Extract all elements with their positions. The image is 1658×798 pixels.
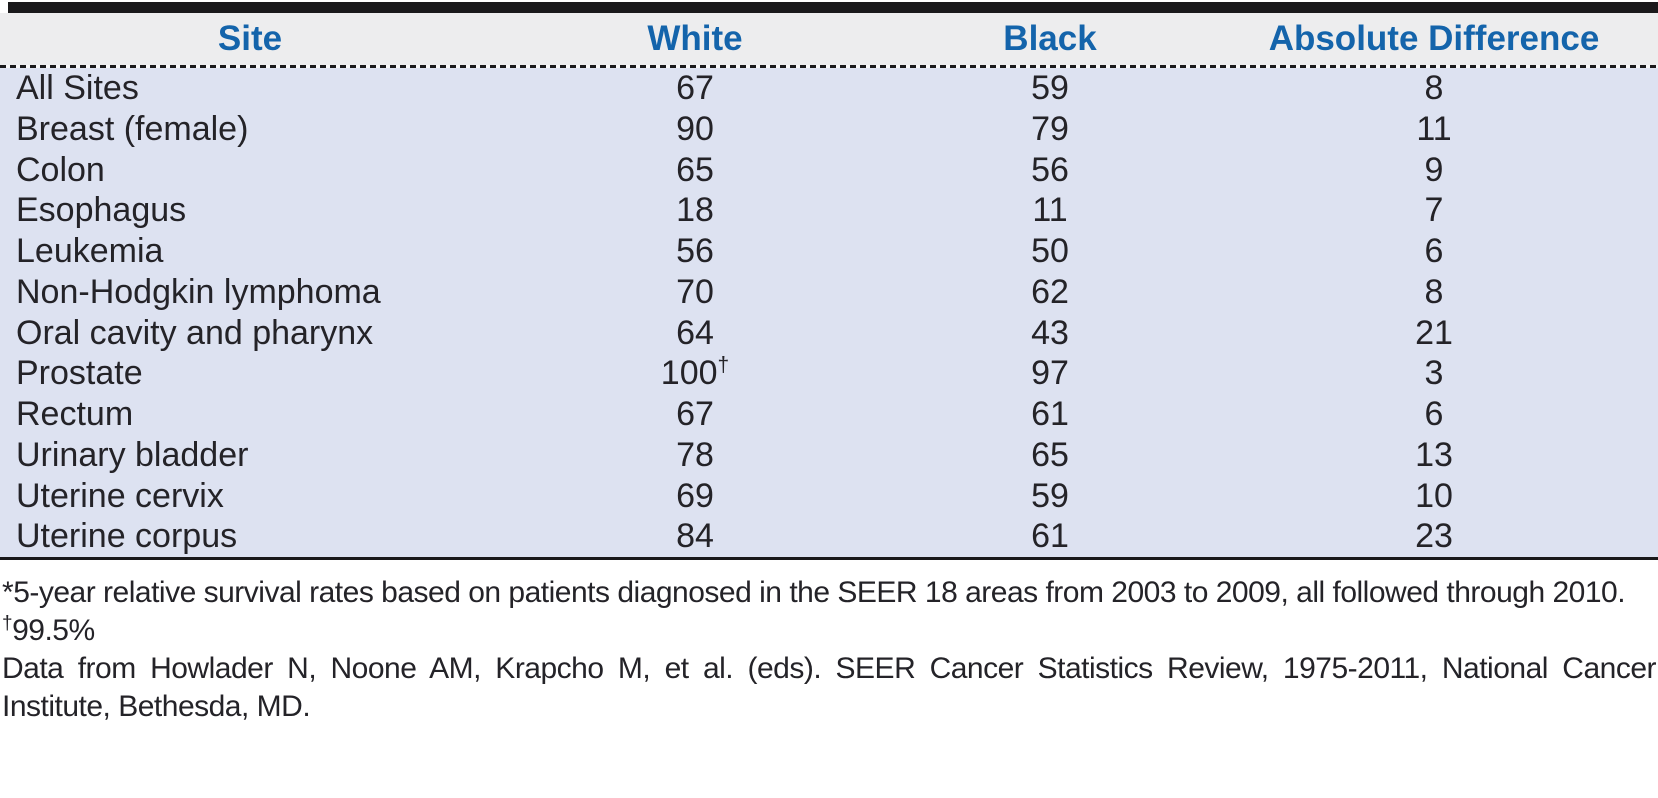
- absolute-difference-value-cell: 6: [1210, 394, 1658, 435]
- white-value-cell: 65: [500, 149, 890, 191]
- white-value-cell: 67: [500, 394, 890, 435]
- footnote-text: 5-year relative survival rates based on …: [13, 576, 1626, 609]
- black-value-cell: 62: [890, 271, 1210, 313]
- footnote-dagger-value: †99.5%: [2, 612, 1656, 650]
- footnotes: *5-year relative survival rates based on…: [0, 560, 1658, 726]
- site-cell: Prostate: [0, 353, 500, 394]
- white-value: 18: [676, 191, 714, 230]
- site-cell: Rectum: [0, 394, 500, 435]
- column-header-white: White: [500, 13, 890, 65]
- footnote-text: 99.5%: [12, 614, 95, 647]
- absolute-difference-value-cell: 13: [1210, 434, 1658, 476]
- black-value-cell: 43: [890, 312, 1210, 354]
- white-value-cell: 64: [500, 312, 890, 354]
- site-cell: Colon: [0, 149, 500, 191]
- black-value-cell: 97: [890, 353, 1210, 394]
- white-value-cell: 70: [500, 271, 890, 313]
- white-value: 69: [676, 476, 714, 515]
- black-value-cell: 50: [890, 231, 1210, 272]
- black-value-cell: 56: [890, 149, 1210, 191]
- absolute-difference-value-cell: 23: [1210, 516, 1658, 557]
- white-value: 65: [676, 150, 714, 189]
- site-cell: Leukemia: [0, 231, 500, 272]
- survival-rates-table: Site White Black Absolute Difference All…: [0, 13, 1658, 560]
- white-value: 84: [676, 517, 714, 556]
- white-value-cell: 78: [500, 434, 890, 476]
- black-value-cell: 59: [890, 475, 1210, 517]
- table-bottom-rule: [0, 557, 1658, 560]
- absolute-difference-value-cell: 11: [1210, 108, 1658, 150]
- white-value-cell: 67: [500, 68, 890, 109]
- absolute-difference-value-cell: 7: [1210, 190, 1658, 231]
- column-header-absolute-difference: Absolute Difference: [1210, 13, 1658, 65]
- black-value-cell: 59: [890, 68, 1210, 109]
- white-value: 56: [676, 232, 714, 270]
- site-cell: Uterine cervix: [0, 475, 500, 517]
- white-value-cell: 69: [500, 475, 890, 517]
- white-value-cell: 18: [500, 190, 890, 231]
- header-divider-dashed-rule: [0, 65, 1658, 68]
- site-cell: Esophagus: [0, 190, 500, 231]
- black-value-cell: 11: [890, 190, 1210, 231]
- site-cell: Oral cavity and pharynx: [0, 312, 500, 354]
- site-cell: Urinary bladder: [0, 434, 500, 476]
- black-value-cell: 61: [890, 516, 1210, 557]
- white-value: 90: [676, 109, 714, 148]
- survival-rates-figure: Site White Black Absolute Difference All…: [0, 2, 1658, 726]
- absolute-difference-value-cell: 8: [1210, 271, 1658, 313]
- absolute-difference-value-cell: 8: [1210, 68, 1658, 109]
- site-cell: Breast (female): [0, 108, 500, 150]
- table-top-rule: [8, 2, 1658, 13]
- site-cell: Uterine corpus: [0, 516, 500, 557]
- footnote-data-source: Data from Howlader N, Noone AM, Krapcho …: [2, 650, 1657, 726]
- white-value: 78: [676, 435, 714, 474]
- white-value-cell: 100†: [500, 353, 890, 394]
- site-cell: All Sites: [0, 68, 500, 109]
- white-value: 67: [676, 395, 714, 433]
- footnote-text: Data from Howlader N, Noone AM, Krapcho …: [2, 652, 1657, 723]
- absolute-difference-value-cell: 6: [1210, 231, 1658, 272]
- white-value: 64: [676, 313, 714, 352]
- asterisk-marker: *: [2, 576, 14, 609]
- site-cell: Non-Hodgkin lymphoma: [0, 271, 500, 313]
- black-value-cell: 65: [890, 434, 1210, 476]
- column-header-black: Black: [890, 13, 1210, 65]
- absolute-difference-value-cell: 9: [1210, 149, 1658, 191]
- dagger-footnote-marker: †: [717, 353, 730, 377]
- black-value-cell: 61: [890, 394, 1210, 435]
- dagger-marker: †: [2, 613, 13, 634]
- white-value: 67: [676, 69, 714, 107]
- white-value-cell: 56: [500, 231, 890, 272]
- white-value-cell: 90: [500, 108, 890, 150]
- white-value-cell: 84: [500, 516, 890, 557]
- footnote-survival-definition: *5-year relative survival rates based on…: [2, 574, 1656, 612]
- white-value: 100: [660, 354, 718, 393]
- black-value-cell: 79: [890, 108, 1210, 150]
- column-header-site: Site: [0, 13, 500, 65]
- white-value: 70: [676, 272, 714, 311]
- absolute-difference-value-cell: 21: [1210, 312, 1658, 354]
- absolute-difference-value-cell: 3: [1210, 353, 1658, 394]
- absolute-difference-value-cell: 10: [1210, 475, 1658, 517]
